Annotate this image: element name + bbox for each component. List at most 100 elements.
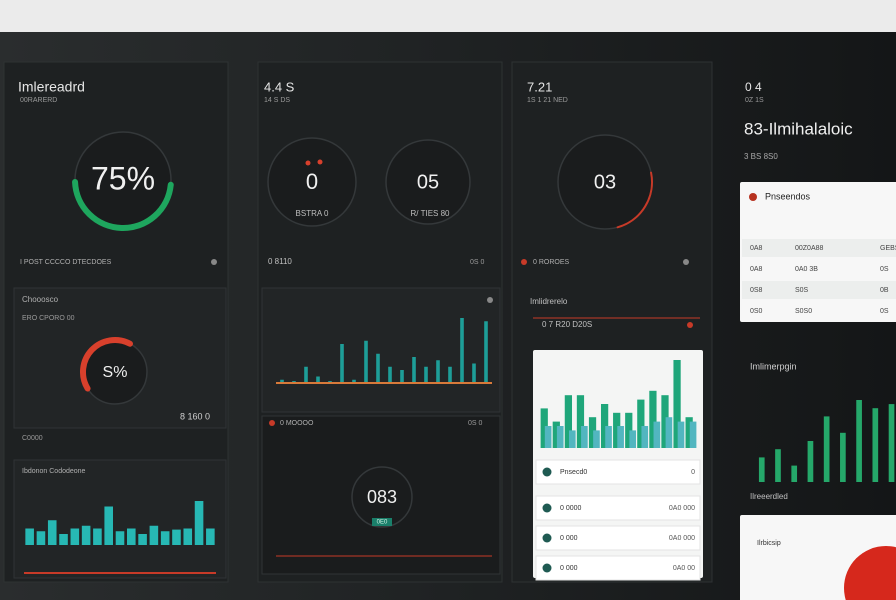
bar [872,408,879,482]
bar [641,426,649,448]
list-row [535,555,701,581]
bar [59,534,68,545]
bar [552,421,560,448]
label: C0000 [22,435,43,442]
label: Ilrbicsip [757,540,781,547]
label: 0 7 R20 D20S [542,320,592,329]
list-name: Pnsecd0 [560,469,587,476]
bar [576,395,585,448]
label: 0 ROROES [533,259,570,266]
bar [629,430,637,448]
row-bg [742,239,896,257]
bar [81,525,91,545]
bar [600,404,609,448]
list-icon [542,533,552,543]
bar [856,400,862,482]
bar [613,412,621,448]
cell: 0B [880,287,889,294]
bar [47,520,57,545]
bar [104,506,113,545]
gauge-ring [385,139,471,225]
page-title: 83-Ilmihalaloic [744,119,853,138]
tag [372,518,392,526]
bar [689,421,697,448]
list-row [535,525,701,551]
bar [593,430,600,448]
list-row [535,459,701,485]
cell: 0S0 [750,308,763,315]
bar [70,528,80,545]
bar [448,366,452,383]
bar [588,417,597,448]
label: Imlereadrd [18,79,85,95]
gauge-caption: 0E0 [377,520,388,526]
bar [544,426,552,448]
bar [400,370,404,383]
list-icon [542,503,552,513]
label: Pnseendos [765,191,811,201]
bar [673,360,681,448]
list-row [535,495,701,521]
bar [364,340,368,383]
label: 0 MOOOO [280,420,314,427]
bar [194,501,204,545]
label: 8 160 0 [180,411,210,421]
status-dot [687,322,693,328]
bar [424,366,428,383]
bar [172,529,181,545]
label: Ilreeerdled [750,492,788,501]
list-name: 0 000 [560,565,578,572]
bar [605,426,612,448]
bar [316,376,320,383]
gauge-ring [267,137,357,227]
bar [823,416,830,482]
bar [758,457,765,482]
bar [127,528,136,545]
gauge-ring [351,466,413,528]
label: 1S 1 21 NED [527,97,568,104]
row-bg [742,281,896,299]
gauge-value: 03 [594,171,616,193]
label: 14 S DS [264,97,290,104]
status-dot [269,420,275,426]
bar [472,363,476,383]
label: Imlimerpgin [750,361,797,371]
list-value: 0A0 000 [669,505,695,512]
cell: 0A0 3B [795,266,818,273]
gauge-arc [616,171,653,229]
bar [436,360,440,383]
bar [625,412,633,448]
bar [617,426,624,448]
bar [412,357,416,383]
list-value: 0A0 00 [673,565,695,572]
avatar-blob [844,546,896,600]
bar [568,430,576,448]
bar [581,426,588,448]
cell: S0S [795,287,809,294]
cell: 00Z0A88 [795,245,824,252]
label: 0 8110 [268,257,292,266]
gauge-value: 083 [367,487,397,507]
bar [138,534,147,545]
menu-dot [487,297,493,303]
list-name: 0 0000 [560,505,582,512]
label: 0Z 1S [745,97,764,104]
list-icon [542,563,552,573]
dot [317,159,323,165]
icon [749,193,757,201]
bar [564,395,573,448]
label: 4.4 S [264,79,295,94]
bar [206,528,215,545]
cell: S0S0 [795,308,812,315]
gauge-arc [72,178,174,231]
label: Imlidrerelo [530,297,568,306]
label: ERO CPORO 00 [22,315,75,322]
gauge-arc [80,337,133,392]
label: I POST CCCCO DTECDOES [20,259,112,266]
list-icon [542,467,552,477]
bar [93,528,102,545]
bar [36,531,46,545]
bar [280,379,284,383]
